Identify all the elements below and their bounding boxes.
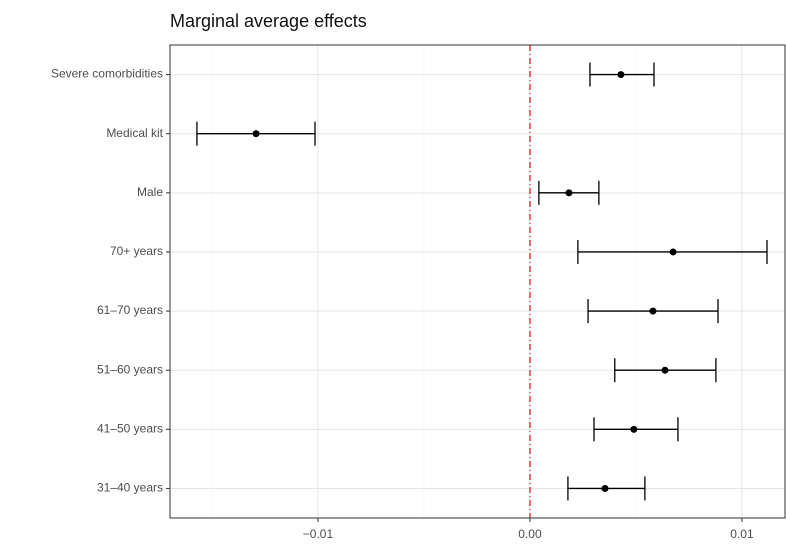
- x-tick-label: −0.01: [303, 527, 334, 541]
- plot-border: [169, 44, 786, 519]
- point: [617, 71, 625, 79]
- point: [661, 366, 669, 374]
- y-tick-label: 70+ years: [110, 244, 163, 258]
- y-tick-label: 41–50 years: [97, 421, 163, 435]
- x-tick-label: 0.00: [518, 527, 542, 541]
- point: [630, 425, 638, 433]
- y-tick-label: 61–70 years: [97, 303, 163, 317]
- point: [252, 130, 260, 138]
- point: [601, 484, 609, 492]
- point: [669, 248, 677, 256]
- chart-title: Marginal average effects: [170, 11, 367, 31]
- point: [649, 307, 657, 315]
- y-tick-label: Severe comorbidities: [51, 67, 163, 81]
- x-tick-label: 0.01: [730, 527, 754, 541]
- y-tick-label: 31–40 years: [97, 481, 163, 495]
- point: [565, 189, 573, 197]
- y-tick-label: Male: [137, 185, 163, 199]
- y-tick-label: Medical kit: [106, 126, 163, 140]
- y-tick-label: 51–60 years: [97, 362, 163, 376]
